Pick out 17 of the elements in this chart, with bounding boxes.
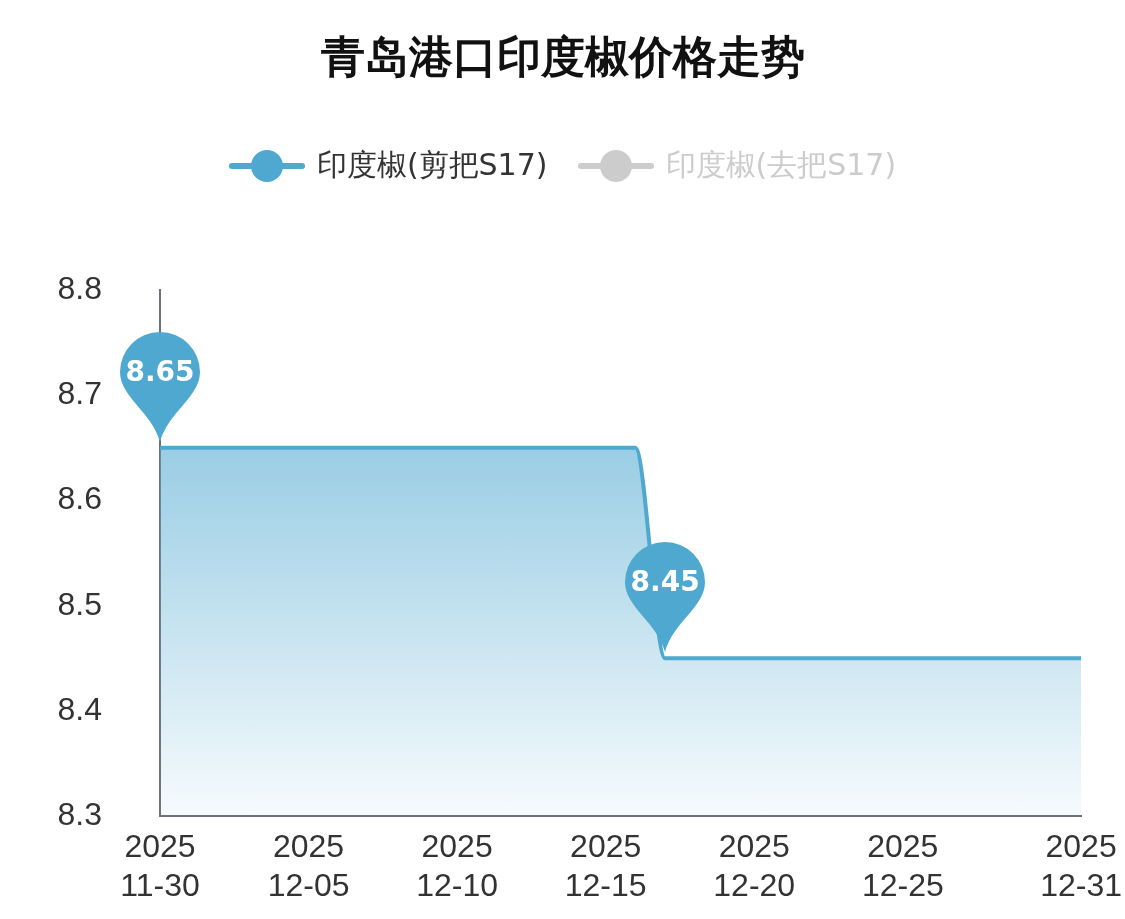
y-tick-label: 8.5 [57,585,102,622]
y-tick-label: 8.3 [57,796,102,833]
y-tick-label: 8.8 [57,269,102,306]
chart-title: 青岛港口印度椒价格走势 [319,30,806,84]
y-tick-label: 8.6 [57,480,102,517]
x-tick-label: 2025 12-05 [267,828,350,903]
annotation: 8.65 [124,354,196,388]
y-tick-label: 8.4 [57,690,102,727]
y-tick-label: 8.7 [57,375,102,412]
annotation: 8.45 [629,565,701,599]
x-tick-label: 2025 12-25 [861,828,944,903]
x-tick-label: 2025 12-31 [1040,828,1122,903]
x-tick-label: 2025 12-10 [416,828,499,903]
x-tick-label: 2025 11-30 [120,828,200,903]
x-tick-label: 2025 12-20 [713,828,796,903]
legend-label: 印度椒(剪把S17) [316,146,548,184]
x-tick-label: 2025 12-15 [564,828,647,903]
